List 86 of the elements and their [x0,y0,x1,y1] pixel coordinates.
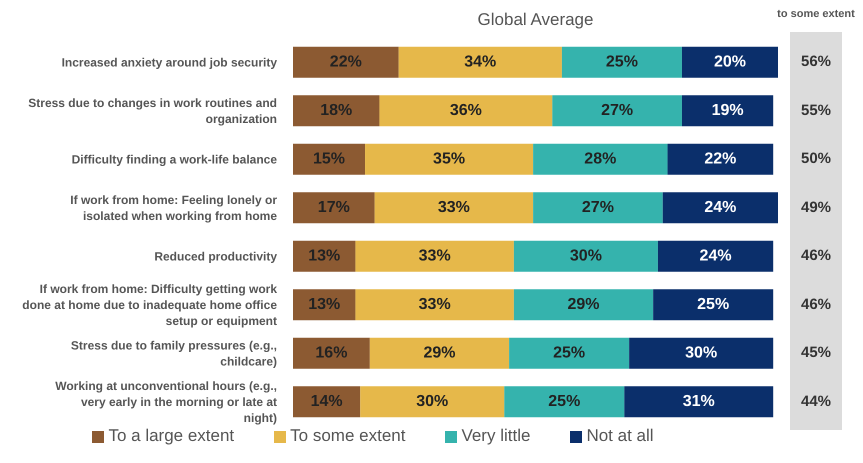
bar [293,289,356,320]
text: 49% [800,198,832,216]
data-label: 34% [464,54,496,71]
data-label: 19% [712,102,744,120]
data-label: 25% [548,393,580,410]
bar [662,192,778,224]
data-label: 36% [450,102,482,120]
data-label: 25% [553,344,586,362]
bar [370,338,510,369]
data-label: 20% [714,54,746,71]
bar [360,386,504,418]
text: 56% [800,53,832,70]
data-label: 24% [704,199,736,216]
bar [533,144,668,175]
data-label: 33% [418,248,451,265]
bar [624,386,774,418]
text: 46% [800,296,832,313]
bar [293,240,356,272]
data-label: 28% [584,150,616,168]
data-label: 22% [330,54,362,71]
bar [658,240,774,272]
bar [293,338,370,369]
legend-label: To a large extent [108,426,234,445]
data-label: 30% [685,344,718,362]
data-label: 25% [606,54,638,71]
bar [668,144,774,175]
data-label: 17% [318,199,350,216]
data-label: 33% [418,296,451,314]
data-label: 33% [438,199,470,216]
bar [514,240,658,272]
y-tick-label: If work from home: Difficulty getting work done at home due to inadequate home office setup or equipment [22,282,278,328]
y-tick-label: Reduced productivity [154,249,278,264]
text: 45% [800,344,832,362]
bar [653,289,774,320]
data-label: 22% [704,150,736,168]
y-tick-label: Difficulty finding a work-life balance [72,152,278,166]
text: 55% [800,102,832,119]
data-label: 27% [601,102,634,120]
data-label: 35% [433,150,466,168]
bar [398,46,562,78]
data-label: 24% [700,248,732,265]
bar [504,386,624,418]
bar [355,240,514,272]
data-label: 31% [682,393,715,410]
bar [293,386,360,418]
bar [293,192,375,224]
y-tick-label: Increased anxiety around job security [62,55,278,70]
text: 44% [800,392,832,410]
y-tick-label: Stress due to family pressures (e.g., childcare) [70,338,277,368]
bar [293,144,366,175]
data-label: 30% [416,393,448,410]
data-label: 16% [315,344,348,362]
data-label: 27% [582,199,614,216]
y-tick-label: Working at unconventional hours (e.g., very early in the morning or late at night) [55,378,277,425]
legend-label: Not at all [586,426,654,445]
bar [682,95,774,126]
bar [293,46,399,78]
data-label: 13% [308,296,340,314]
bar [562,46,682,78]
legend-label: To some extent [290,426,406,445]
bar [533,192,663,224]
bar [629,338,774,369]
data-label: 15% [313,150,346,168]
y-tick-label: If work from home: Feeling lonely or isolated when working from home [70,192,278,223]
data-label: 25% [697,296,730,314]
bar [365,144,534,175]
text: to some extent [776,8,856,20]
data-label: 13% [308,248,340,265]
chart-title: Global Average [476,10,594,30]
y-tick-label: Stress due to changes in work routines and organization [28,96,277,126]
bar [293,95,380,126]
data-label: 14% [310,393,343,410]
bar [514,289,654,320]
bar [374,192,534,224]
bar [552,95,682,126]
bar [509,338,630,369]
data-label: 29% [568,296,600,314]
data-label: 18% [320,102,352,120]
text: 46% [800,247,832,264]
legend-label: Very little [461,426,530,445]
bar [379,95,552,126]
bar [355,289,514,320]
bar [682,46,778,78]
data-label: 30% [570,248,602,265]
text: 50% [800,150,832,168]
data-label: 29% [423,344,456,362]
